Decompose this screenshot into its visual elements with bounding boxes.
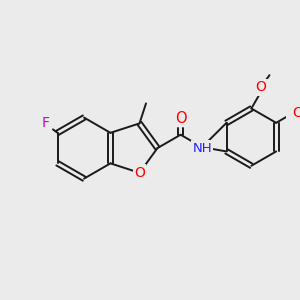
Text: O: O <box>292 106 300 120</box>
Text: NH: NH <box>192 142 212 154</box>
Text: F: F <box>41 116 49 130</box>
Text: O: O <box>256 80 266 94</box>
Text: O: O <box>134 166 145 180</box>
Text: O: O <box>175 111 186 126</box>
